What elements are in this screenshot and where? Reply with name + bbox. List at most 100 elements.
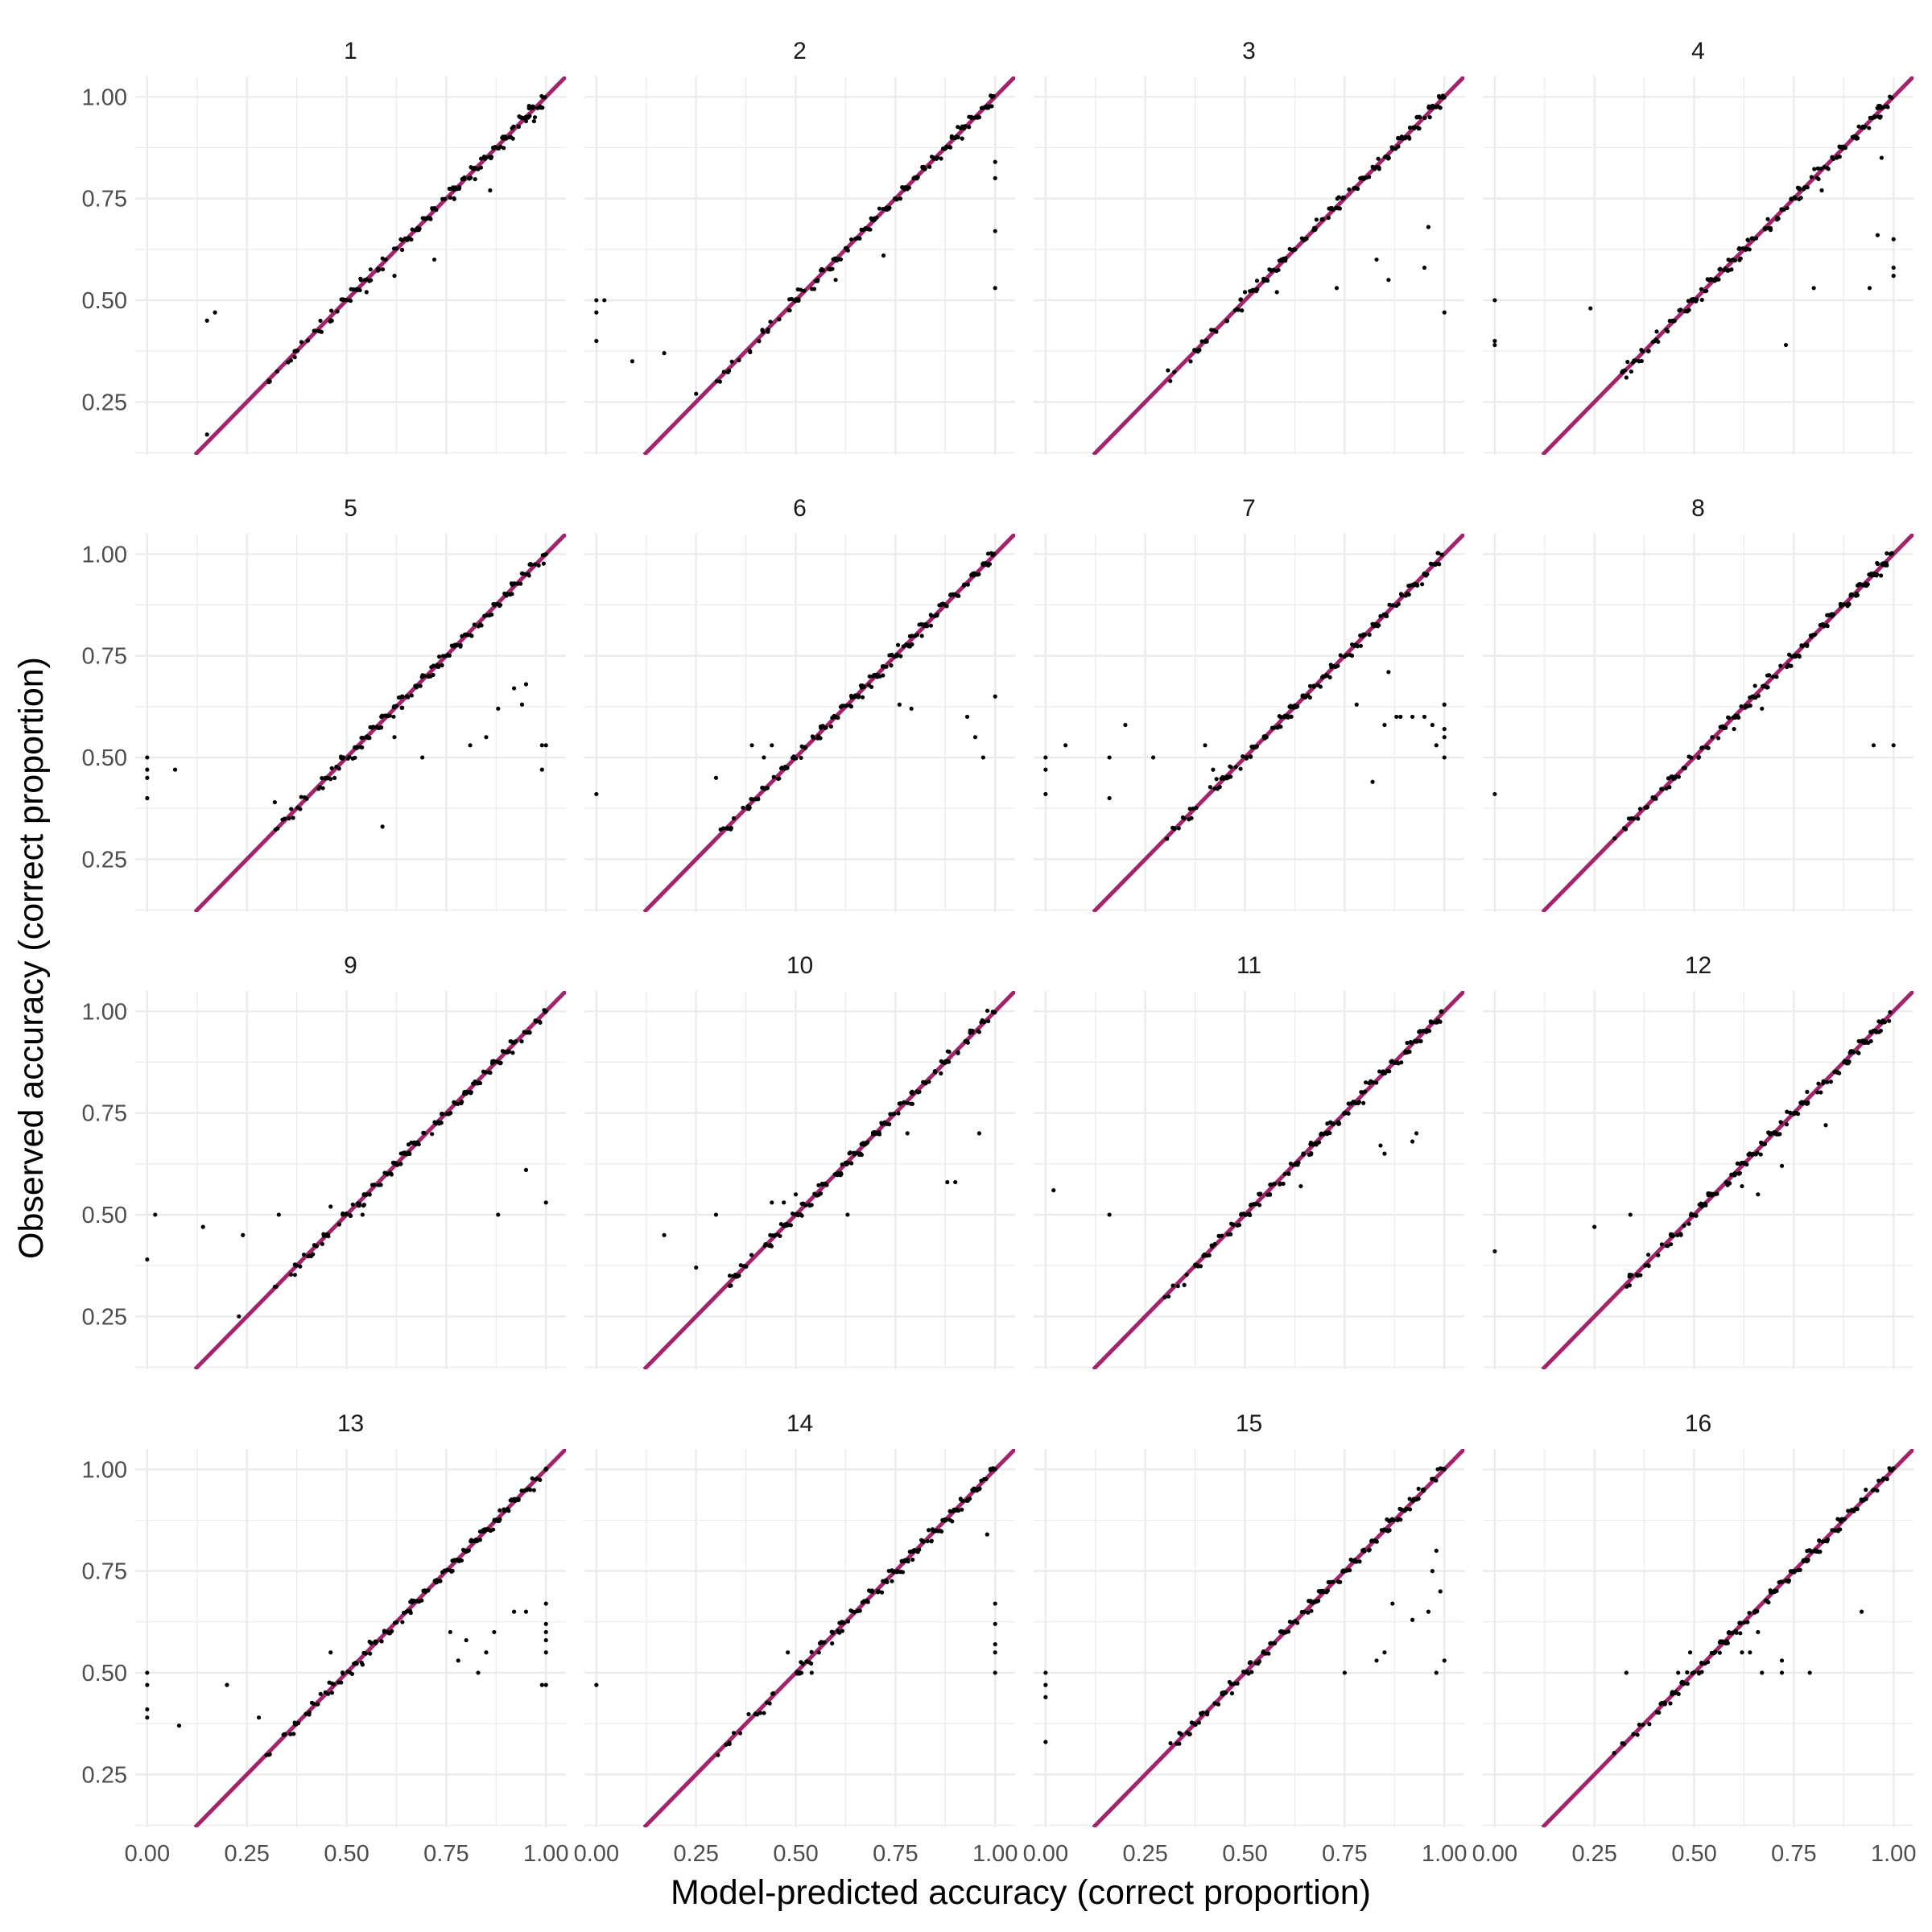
data-point [1729,1172,1734,1177]
data-point [497,1508,502,1513]
facet-panel-8: 8 [1483,495,1913,912]
outlier-point [993,286,997,291]
data-point [969,116,974,121]
y-tick-label: 0.50 [82,288,127,314]
data-point [895,642,901,647]
data-point [1630,360,1636,365]
data-point [1385,156,1391,161]
data-point [414,1599,419,1604]
data-point [1319,1589,1325,1594]
y-tick-label: 0.25 [82,390,127,415]
data-point [754,1712,760,1717]
data-point [1207,1253,1212,1257]
data-point [897,1101,902,1106]
y-tick-label: 1.00 [82,542,127,568]
data-point [505,1507,510,1512]
data-point [910,1091,914,1096]
outlier-point [1374,257,1379,262]
data-point [1627,1274,1632,1279]
data-point [1761,683,1765,688]
data-point [1732,1173,1737,1178]
data-point [1376,156,1381,161]
facet-panels: 1 0.25 0.50 0.75 1.00 2 3 4 5 0.25 0.50 0.75 1.00 6 7 8… [82,38,1913,1827]
data-point [538,104,543,109]
data-point [837,1173,843,1178]
data-point [353,755,357,760]
data-point [729,359,734,364]
outlier-point [539,767,544,772]
data-point [320,1241,324,1246]
data-point [892,654,897,659]
data-point [1625,359,1630,365]
data-point [415,683,420,688]
outlier-point [1740,1183,1744,1189]
data-point [879,1590,885,1595]
data-point [1778,1120,1783,1125]
facet-panel-13: 13 0.25 0.50 0.75 1.00 [82,1410,566,1827]
data-point [1420,1487,1426,1492]
data-point [1767,1131,1772,1136]
facet-panel-1: 1 0.25 0.50 0.75 1.00 [82,38,566,455]
data-point [784,766,789,770]
data-point [809,1649,814,1654]
data-point [1742,1620,1747,1625]
data-points [1043,551,1447,841]
data-point [1889,95,1894,101]
data-point [1721,1640,1726,1645]
data-point [1655,1253,1660,1257]
data-point [1247,1661,1253,1666]
data-point [923,167,927,171]
data-point [968,1496,972,1501]
data-point [991,1009,996,1014]
data-point [1859,1497,1864,1502]
data-point [976,572,981,576]
outlier-point [1378,1143,1383,1148]
data-point [364,734,369,740]
outlier-point [1434,743,1439,748]
data-point [538,1477,543,1482]
data-point [1875,572,1880,577]
data-point [1338,653,1343,658]
data-point [889,663,894,668]
data-point [1846,1061,1851,1066]
data-point [1340,1569,1345,1574]
data-point [729,1283,733,1288]
data-point [1781,207,1786,212]
x-axis-title: Model-predicted accuracy (correct propor… [671,1873,1371,1912]
data-point [856,1608,861,1614]
data-point [1767,673,1772,678]
data-point [409,237,414,242]
y-tick-label: 0.75 [82,1559,127,1585]
outlier-point [1628,1212,1633,1217]
data-point [416,228,421,233]
data-point [731,1731,737,1736]
facet-panel-12: 12 [1483,952,1913,1369]
data-point [1817,1538,1822,1543]
data-point [334,764,339,770]
data-point [336,1680,341,1685]
data-point [515,581,521,586]
data-point [1239,1212,1244,1217]
data-point [1745,1620,1750,1624]
data-point [1812,167,1817,171]
data-point [1758,1152,1763,1157]
data-point [1187,1732,1192,1737]
data-point [1408,1039,1414,1045]
data-point [1880,105,1885,110]
data-point [1301,237,1306,242]
data-point [856,693,861,698]
outlier-point [1107,1212,1112,1217]
data-point [1872,572,1876,577]
data-point [1225,1232,1231,1237]
data-point [1390,603,1395,608]
x-tick-label: 0.50 [773,1841,818,1867]
data-point [1255,287,1260,291]
data-point [816,1650,821,1655]
data-point [853,236,858,242]
data-point [1417,1030,1422,1034]
data-point [353,1661,358,1666]
outlier-point [543,1637,548,1643]
data-points [1043,1466,1447,1746]
data-point [914,176,919,181]
data-point [916,1089,922,1094]
